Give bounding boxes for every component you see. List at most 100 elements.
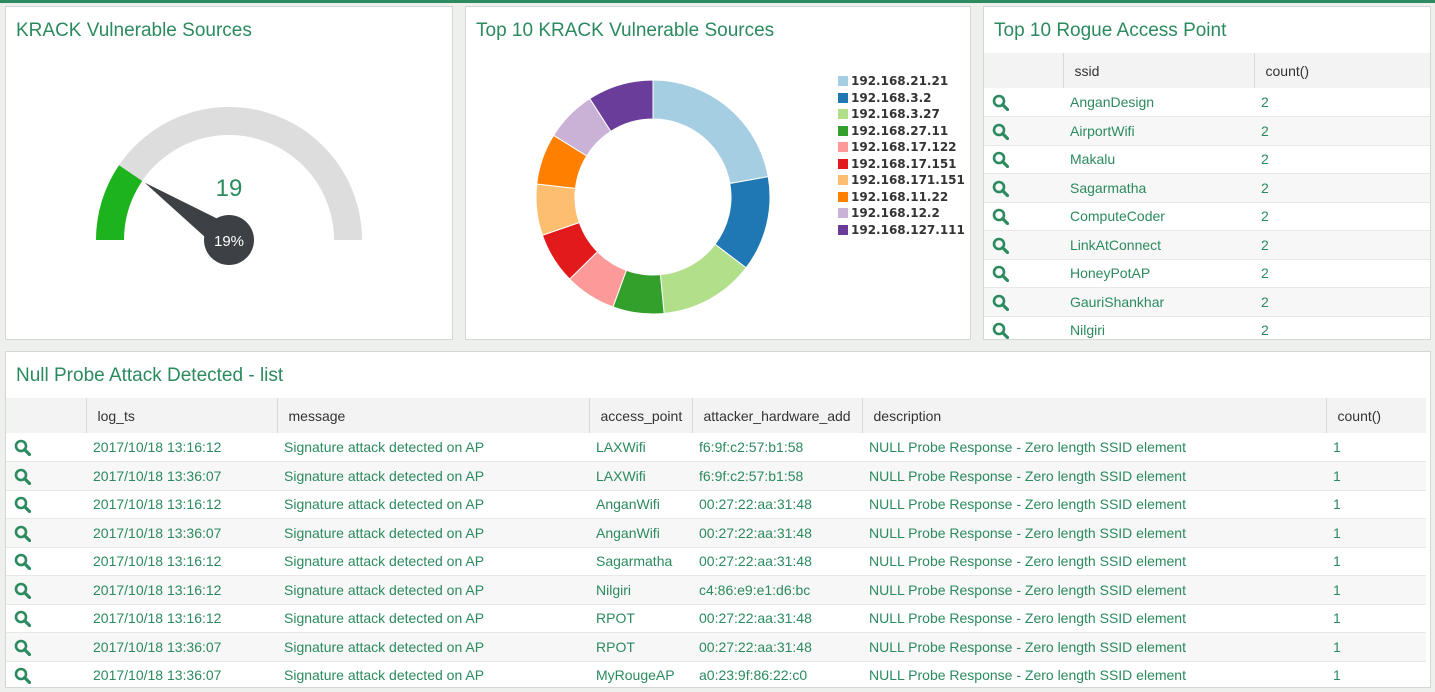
rogue-ap-panel: Top 10 Rogue Access Point ssid count() A… (983, 6, 1431, 340)
legend-item[interactable]: 192.168.27.11 (838, 123, 965, 140)
ssid-cell[interactable]: AnganDesign (1063, 88, 1254, 117)
message-cell: Signature attack detected on AP (277, 518, 589, 548)
ssid-cell[interactable]: Sagarmatha (1063, 173, 1254, 203)
attacker-addr-cell: c4:86:e9:e1:d6:bc (692, 575, 862, 605)
column-header-ssid[interactable]: ssid (1063, 53, 1255, 88)
donut-slice[interactable] (589, 79, 654, 133)
search-icon[interactable] (984, 88, 1063, 117)
table-row[interactable]: 2017/10/18 13:36:07 Signature attack dete… (6, 661, 1426, 687)
table-row[interactable]: 2017/10/18 13:16:12 Signature attack dete… (6, 547, 1426, 576)
panel-title: Top 10 KRACK Vulnerable Sources (476, 20, 775, 41)
table-row[interactable]: HoneyPotAP 2 (984, 259, 1430, 288)
table-row[interactable]: Sagarmatha 2 (984, 173, 1430, 203)
search-icon[interactable] (984, 316, 1063, 339)
count-cell: 2 (1254, 145, 1430, 174)
column-header-icon (984, 53, 1064, 88)
legend-item[interactable]: 192.168.21.21 (838, 73, 965, 90)
legend-item[interactable]: 192.168.17.151 (838, 156, 965, 173)
panel-title: Null Probe Attack Detected - list (16, 365, 284, 386)
legend-item[interactable]: 192.168.11.22 (838, 189, 965, 206)
legend-label: 192.168.17.122 (851, 140, 957, 155)
search-icon[interactable] (984, 287, 1063, 317)
null-probe-table: log_ts message access_point attacker_har… (6, 398, 1426, 687)
search-icon[interactable] (984, 230, 1063, 260)
legend-item[interactable]: 192.168.171.151 (838, 172, 965, 189)
table-row[interactable]: 2017/10/18 13:16:12 Signature attack dete… (6, 575, 1426, 605)
table-row[interactable]: AnganDesign 2 (984, 88, 1430, 117)
attacker-addr-cell: f6:9f:c2:57:b1:58 (692, 433, 862, 462)
ssid-cell[interactable]: Nilgiri (1063, 316, 1254, 339)
gauge-chart: 19 19% (96, 107, 362, 265)
legend-item[interactable]: 192.168.3.27 (838, 106, 965, 123)
search-icon[interactable] (984, 202, 1063, 231)
table-row[interactable]: 2017/10/18 13:36:07 Signature attack dete… (6, 632, 1426, 662)
legend-swatch (838, 142, 848, 153)
table-row[interactable]: 2017/10/18 13:16:12 Signature attack dete… (6, 490, 1426, 519)
table-row[interactable]: 2017/10/18 13:36:07 Signature attack dete… (6, 461, 1426, 491)
ssid-cell[interactable]: HoneyPotAP (1063, 259, 1254, 288)
top-accent-line (0, 0, 1435, 3)
search-icon[interactable] (6, 661, 86, 687)
ssid-cell[interactable]: LinkAtConnect (1063, 230, 1254, 260)
count-cell: 2 (1254, 287, 1430, 317)
legend-item[interactable]: 192.168.3.2 (838, 90, 965, 107)
log-ts-cell: 2017/10/18 13:16:12 (86, 547, 277, 576)
column-header-count[interactable]: count() (1326, 398, 1426, 433)
table-row[interactable]: LinkAtConnect 2 (984, 230, 1430, 260)
table-row[interactable]: 2017/10/18 13:16:12 Signature attack dete… (6, 604, 1426, 633)
panel-title: KRACK Vulnerable Sources (16, 20, 252, 41)
ssid-cell[interactable]: Makalu (1063, 145, 1254, 174)
table-row[interactable]: Makalu 2 (984, 145, 1430, 174)
message-cell: Signature attack detected on AP (277, 575, 589, 605)
search-icon[interactable] (6, 632, 86, 662)
log-ts-cell: 2017/10/18 13:36:07 (86, 461, 277, 491)
search-icon[interactable] (6, 575, 86, 605)
attacker-addr-cell: 00:27:22:aa:31:48 (692, 547, 862, 576)
gauge-needle-hub (204, 215, 254, 265)
table-header-row: log_ts message access_point attacker_har… (6, 398, 1426, 433)
description-cell: NULL Probe Response - Zero length SSID e… (862, 433, 1326, 462)
count-cell: 2 (1254, 259, 1430, 288)
krack-gauge-panel: KRACK Vulnerable Sources 19 19% (5, 6, 453, 340)
table-row[interactable]: Nilgiri 2 (984, 316, 1430, 339)
panel-title: Top 10 Rogue Access Point (994, 20, 1227, 41)
message-cell: Signature attack detected on AP (277, 632, 589, 662)
legend-item[interactable]: 192.168.17.122 (838, 139, 965, 156)
access-point-cell: RPOT (589, 604, 692, 633)
attacker-addr-cell: a0:23:9f:86:22:c0 (692, 661, 862, 687)
search-icon[interactable] (6, 490, 86, 519)
search-icon[interactable] (984, 259, 1063, 288)
attacker-addr-cell: 00:27:22:aa:31:48 (692, 604, 862, 633)
column-header-message[interactable]: message (277, 398, 590, 433)
ssid-cell[interactable]: GauriShankhar (1063, 287, 1254, 317)
search-icon[interactable] (6, 518, 86, 548)
legend-item[interactable]: 192.168.127.111 (838, 222, 965, 239)
column-header-attacker-hardware-addr[interactable]: attacker_hardware_add (692, 398, 863, 433)
column-header-description[interactable]: description (862, 398, 1327, 433)
log-ts-cell: 2017/10/18 13:36:07 (86, 632, 277, 662)
table-row[interactable]: 2017/10/18 13:16:12 Signature attack dete… (6, 433, 1426, 462)
table-row[interactable]: AirportWifi 2 (984, 116, 1430, 146)
search-icon[interactable] (984, 116, 1063, 146)
search-icon[interactable] (6, 604, 86, 633)
access-point-cell: RPOT (589, 632, 692, 662)
legend-swatch (838, 109, 848, 120)
search-icon[interactable] (984, 173, 1063, 203)
column-header-log-ts[interactable]: log_ts (86, 398, 278, 433)
ssid-cell[interactable]: ComputeCoder (1063, 202, 1254, 231)
search-icon[interactable] (984, 145, 1063, 174)
legend-label: 192.168.127.111 (851, 222, 965, 237)
donut-slice[interactable] (652, 79, 769, 185)
search-icon[interactable] (6, 433, 86, 462)
table-row[interactable]: 2017/10/18 13:36:07 Signature attack dete… (6, 518, 1426, 548)
table-row[interactable]: ComputeCoder 2 (984, 202, 1430, 231)
column-header-access-point[interactable]: access_point (589, 398, 693, 433)
column-header-count[interactable]: count() (1254, 53, 1430, 88)
ssid-cell[interactable]: AirportWifi (1063, 116, 1254, 146)
search-icon[interactable] (6, 547, 86, 576)
description-cell: NULL Probe Response - Zero length SSID e… (862, 575, 1326, 605)
search-icon[interactable] (6, 461, 86, 491)
donut-chart (535, 79, 771, 315)
legend-item[interactable]: 192.168.12.2 (838, 205, 965, 222)
table-row[interactable]: GauriShankhar 2 (984, 287, 1430, 317)
